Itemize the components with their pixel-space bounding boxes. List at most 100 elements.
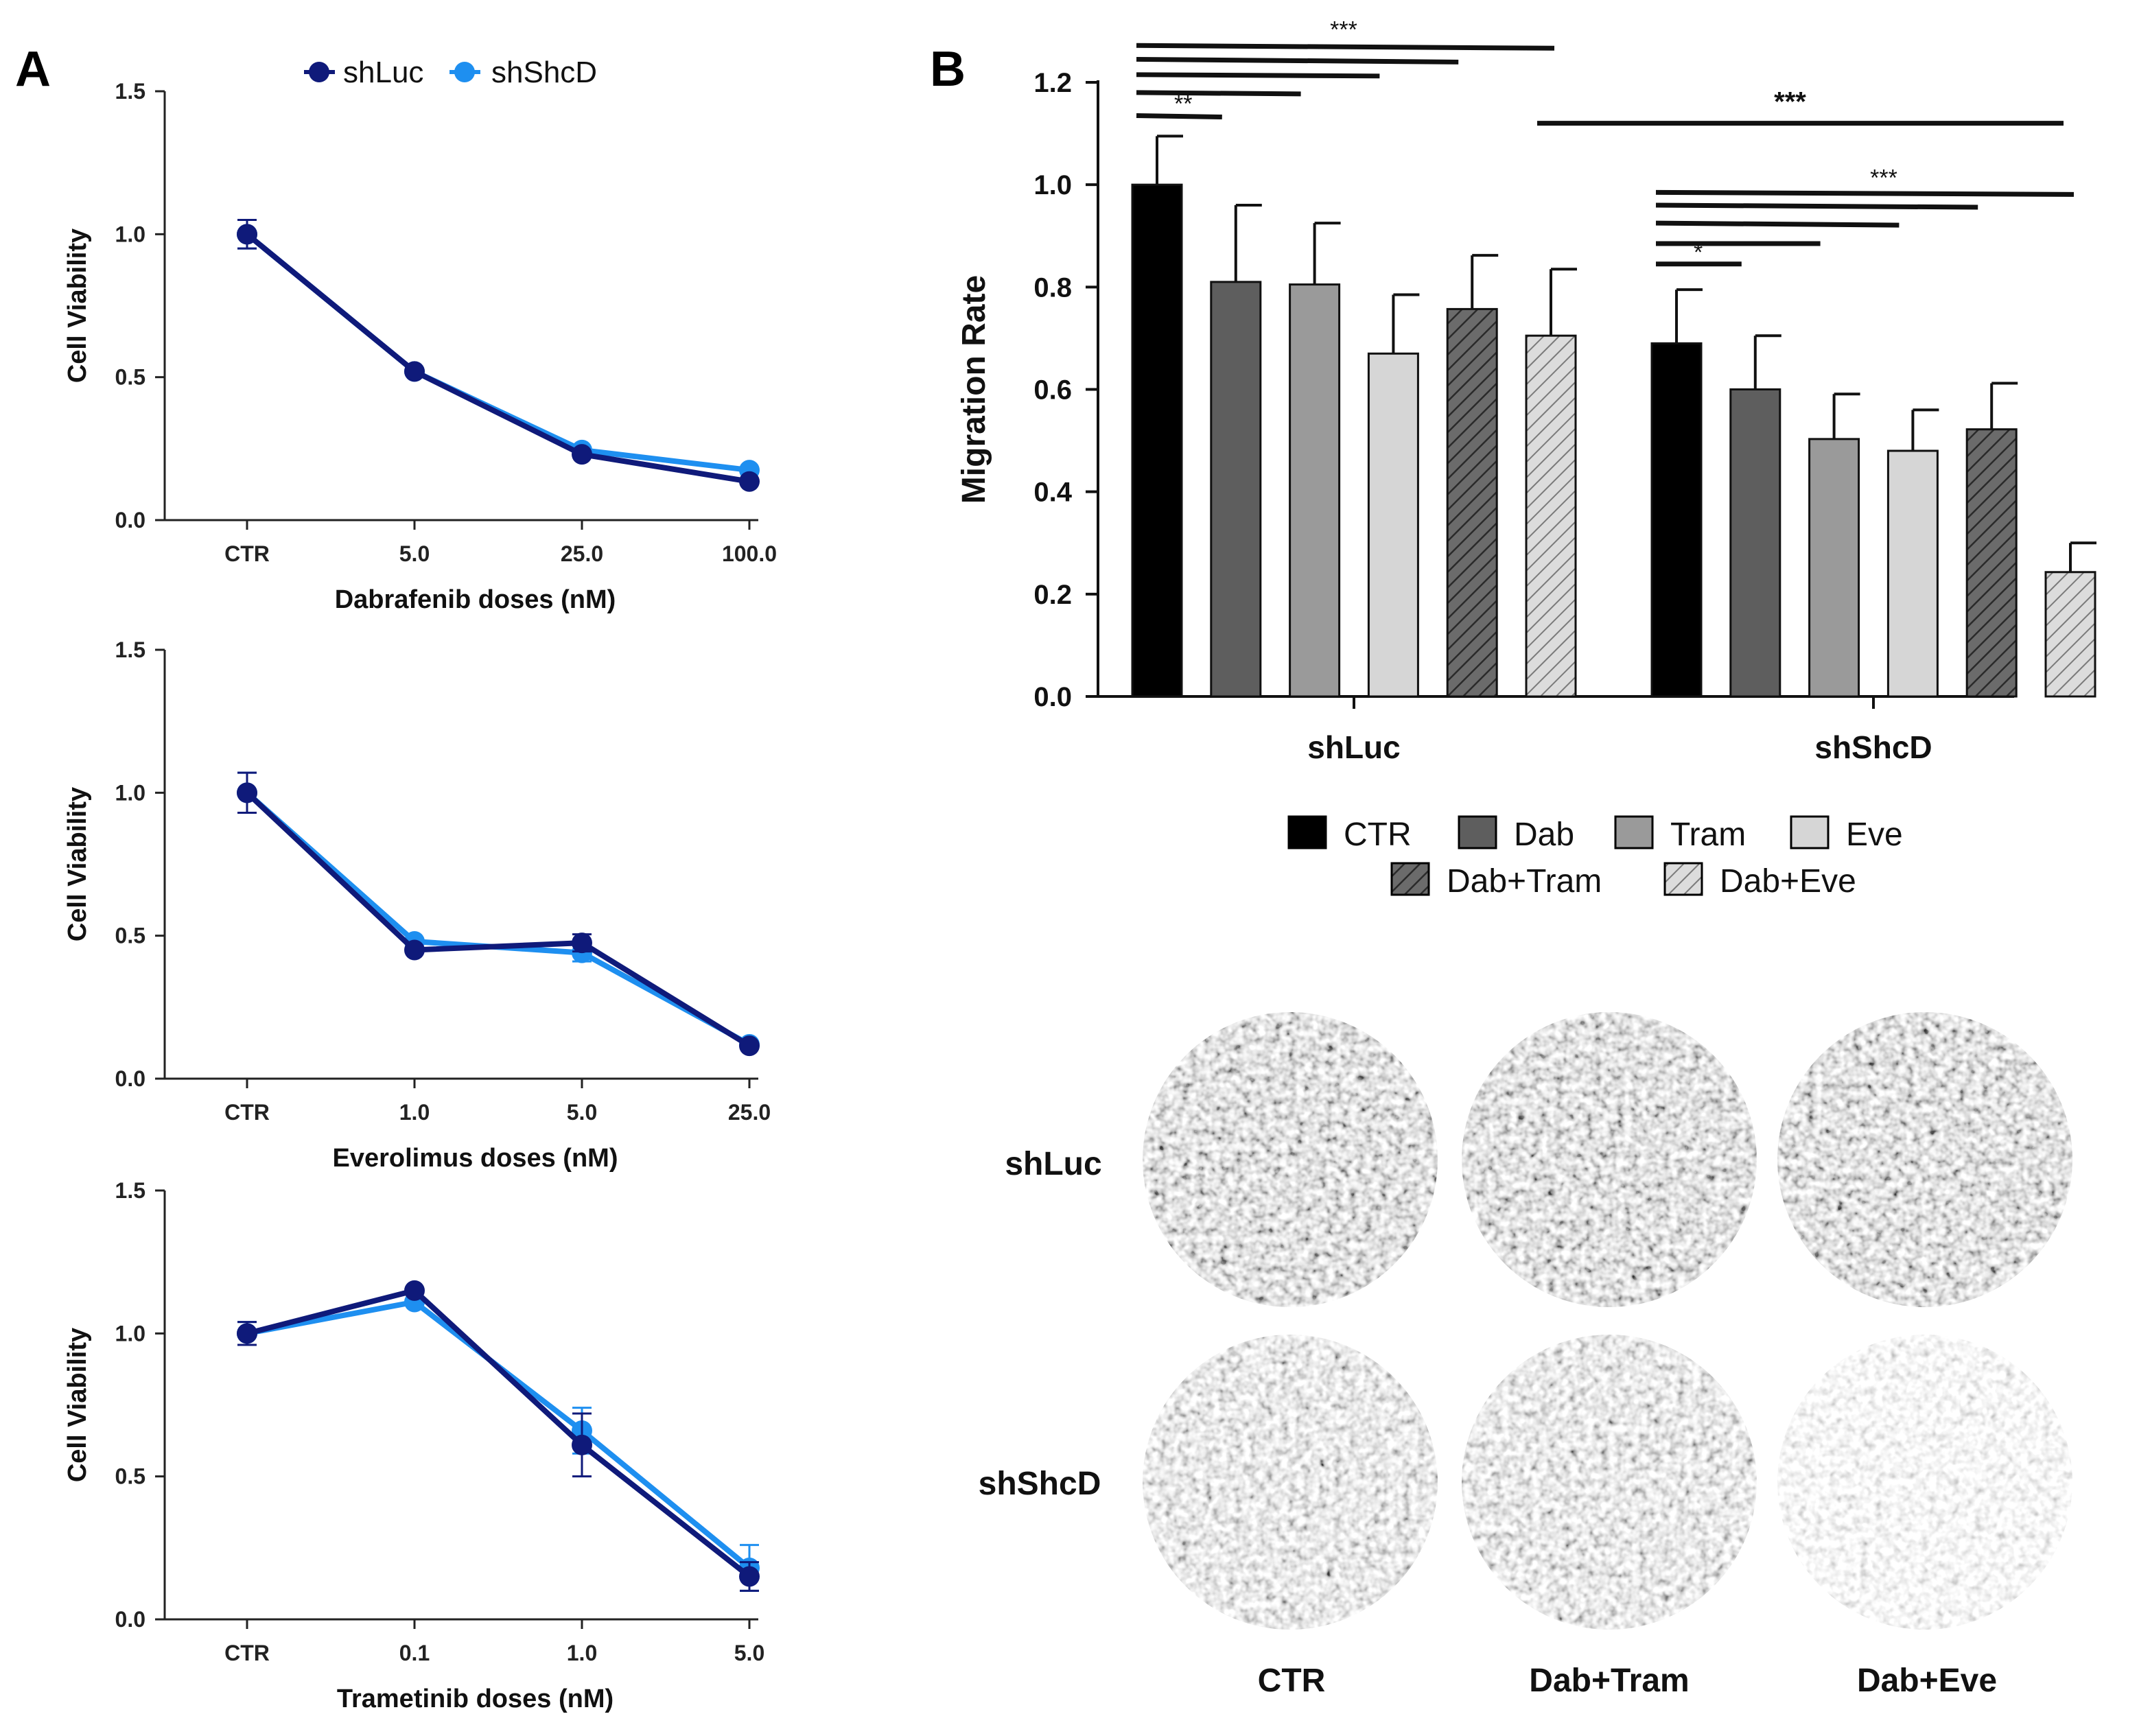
legend-shluc-marker [309, 62, 329, 82]
well-shshcd-dabtram [1462, 1335, 1757, 1630]
y-tick-label: 0.8 [1033, 272, 1072, 303]
x-tick-label: 100.0 [722, 541, 777, 566]
bar-shShcD-Tram [1808, 438, 1860, 698]
x-tick-label: 5.0 [399, 541, 430, 566]
data-point-shLuc [572, 1434, 592, 1455]
bar-shLuc-Eve [1367, 352, 1419, 698]
bar-shLuc-Dab+Eve [1525, 334, 1577, 698]
series-line-shShcD [245, 232, 750, 473]
legend-tram-label: Tram [1670, 817, 1746, 853]
data-point-shLuc [739, 471, 760, 492]
x-axis-title: Trametinib doses (nM) [337, 1685, 614, 1713]
well-shshcd-ctr [1143, 1335, 1438, 1630]
legend-eve-swatch [1790, 815, 1830, 849]
y-tick-label: 1.0 [1033, 170, 1072, 200]
y-axis-title: Cell Viability [63, 1328, 92, 1482]
x-axis-title: Everolimus doses (nM) [333, 1144, 618, 1173]
x-tick-label: 25.0 [561, 541, 603, 566]
y-tick-label: 0.6 [1033, 375, 1072, 406]
migration-rate-chart: 0.0 0.2 0.4 0.6 0.8 1.0 1.2 Migration Rate shLuc… [956, 16, 2096, 765]
x-tick-label: CTR [224, 1100, 270, 1125]
y-tick-label: 0.5 [115, 365, 145, 390]
y-tick-label: 1.0 [115, 780, 145, 805]
legend-ctr-label: CTR [1344, 817, 1412, 853]
y-tick-label: 1.0 [115, 1321, 145, 1346]
y-tick-label: 0.2 [1033, 580, 1072, 610]
legend-dabeve-label: Dab+Eve [1720, 863, 1856, 900]
panel-b-label: B [930, 42, 966, 97]
x-tick-label: CTR [224, 1641, 270, 1665]
sig-label-across: *** [1774, 87, 1806, 117]
y-tick-label: 0.0 [1033, 682, 1072, 712]
legend-dabtram-label: Dab+Tram [1447, 863, 1602, 900]
bar-shShcD-Dab [1729, 388, 1781, 698]
y-tick-label: 1.2 [1033, 68, 1072, 98]
panel-b-legend: CTR Dab Tram Eve Dab+Tram Dab+Eve [1287, 815, 1903, 900]
x-tick-label: 1.0 [567, 1641, 597, 1665]
dabrafenib-chart: 0.0 0.5 1.0 1.5 CTR 5.0 25.0 100.0 Dabrafenib do… [63, 79, 777, 614]
bar-shShcD-CTR [1650, 342, 1703, 698]
bar-shShcD-Dab+Tram [1965, 428, 2018, 698]
panel-a-legend: shLuc shShcD [304, 56, 597, 89]
sig-label-shluc-dab: ** [1174, 91, 1192, 117]
x-tick-label: 25.0 [728, 1100, 771, 1125]
bar-shLuc-Tram [1289, 283, 1341, 698]
data-point-shLuc [404, 361, 425, 382]
everolimus-chart: 0.0 0.5 1.0 1.5 CTR 1.0 5.0 25.0 Everolimus dose… [63, 637, 771, 1173]
legend-dab-label: Dab [1514, 817, 1574, 853]
well-shluc-dabtram [1462, 1012, 1757, 1307]
data-point-shLuc [739, 1035, 760, 1057]
series-line-shShcD [246, 1299, 751, 1571]
data-point-shLuc [572, 444, 592, 465]
bar-shLuc-Dab+Tram [1446, 307, 1498, 698]
y-tick-label: 0.5 [115, 924, 145, 948]
data-point-shLuc [572, 932, 592, 954]
image-row-shshcd: shShcD [979, 1466, 1101, 1502]
data-point-shLuc [237, 224, 257, 245]
bar-shLuc-CTR [1131, 183, 1183, 698]
y-axis-title: Cell Viability [63, 787, 92, 941]
transwell-image-grid: shLuc shShcD CTR Dab+Tram Dab+Eve [979, 1012, 2072, 1699]
y-tick-label: 0.0 [115, 508, 145, 532]
sig-line-shluc [1136, 72, 1380, 79]
y-tick-label: 1.5 [115, 1178, 145, 1203]
sig-line-shluc [1136, 56, 1459, 64]
sig-line-shshcd [1655, 202, 1978, 210]
sig-line-shluc [1136, 90, 1301, 97]
y-tick-label: 0.0 [115, 1607, 145, 1632]
sig-line-shshcd [1655, 189, 2075, 197]
bar-shShcD-Dab+Eve [2044, 571, 2096, 698]
sig-label-shshcd-dab: * [1694, 239, 1703, 266]
image-col-ctr: CTR [1258, 1663, 1326, 1699]
y-axis-title: Cell Viability [63, 228, 92, 383]
series-line-shLuc [245, 232, 750, 484]
legend-ctr-swatch [1287, 815, 1327, 849]
well-shshcd-dabeve [1777, 1335, 2072, 1630]
data-point-shLuc [404, 939, 425, 961]
legend-dabeve-swatch [1663, 862, 1703, 896]
data-point-shLuc [237, 782, 257, 804]
series-line-shShcD [245, 790, 751, 1047]
y-tick-label: 1.5 [115, 79, 145, 104]
group-label-shLuc: shLuc [1307, 729, 1400, 765]
x-tick-label: 0.1 [399, 1641, 430, 1665]
sig-line-shluc [1136, 113, 1222, 119]
x-tick-label: CTR [224, 541, 270, 566]
data-point-shLuc [237, 1323, 257, 1344]
well-shluc-ctr [1143, 1012, 1438, 1307]
y-tick-label: 1.0 [115, 222, 145, 246]
x-tick-label: 5.0 [567, 1100, 597, 1125]
sig-label-shluc-all: *** [1330, 16, 1357, 43]
data-point-shLuc [739, 1566, 760, 1587]
sig-line-shluc [1136, 43, 1555, 51]
y-tick-label: 0.5 [115, 1464, 145, 1489]
series-line-shLuc [246, 1287, 751, 1579]
x-tick-label: 1.0 [399, 1100, 430, 1125]
panel-a-label: A [15, 42, 51, 97]
legend-tram-swatch [1614, 815, 1654, 849]
y-tick-label: 0.4 [1033, 478, 1072, 508]
group-label-shShcD: shShcD [1814, 729, 1932, 765]
legend-shshcd-marker [454, 62, 475, 82]
legend-shluc-label: shLuc [343, 56, 423, 89]
